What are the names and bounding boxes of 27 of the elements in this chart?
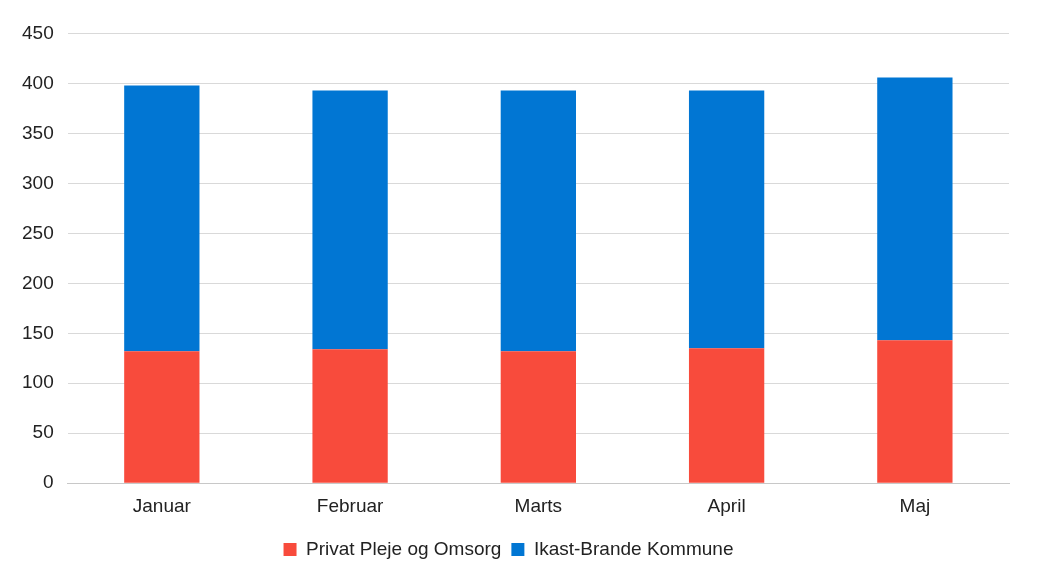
y-tick-label: 0 [43, 471, 54, 493]
bar [500, 90, 576, 352]
bar [688, 348, 765, 483]
y-tick-label: 200 [22, 271, 54, 293]
y-tick-label: 300 [22, 171, 54, 193]
bar [124, 85, 200, 352]
y-tick-label: 50 [32, 421, 54, 443]
y-tick-label: 250 [22, 221, 54, 243]
legend-label: Ikast-Brande Kommune [533, 537, 734, 559]
y-tick-label: 150 [22, 321, 54, 343]
bar [500, 351, 576, 483]
bar [312, 90, 388, 350]
x-tick-label: Januar [132, 494, 192, 516]
y-tick-label: 100 [22, 371, 54, 393]
legend-label: Privat Pleje og Omsorg [306, 537, 502, 559]
x-tick-label: Marts [514, 494, 563, 516]
bar [124, 351, 200, 483]
y-tick-label: 400 [22, 71, 54, 93]
x-tick-label: April [707, 494, 746, 516]
bar [877, 77, 953, 341]
y-tick-label: 350 [22, 121, 54, 143]
bar [688, 90, 765, 349]
bar [312, 349, 388, 483]
x-tick-label: Maj [899, 494, 931, 516]
bar [877, 340, 953, 483]
x-tick-label: Februar [316, 494, 385, 516]
y-tick-label: 450 [22, 21, 54, 43]
